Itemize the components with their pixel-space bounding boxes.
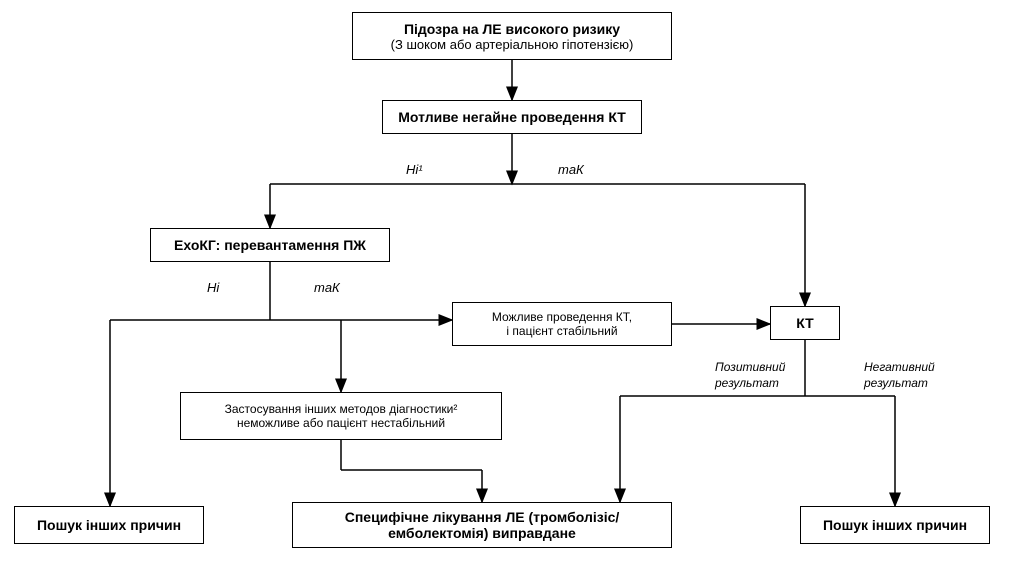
- node-n2-line1: Мотливе негайне проведення КТ: [398, 109, 626, 125]
- node-n4-line2: і пацієнт стабільний: [506, 324, 617, 338]
- node-n4: Можливе проведення КТ,і пацієнт стабільн…: [452, 302, 672, 346]
- node-n1: Підозра на ЛЕ високого ризику(З шоком аб…: [352, 12, 672, 60]
- node-n6: Застосування інших методов діагностики²н…: [180, 392, 502, 440]
- edge-label-l_neg2: результат: [862, 376, 930, 390]
- edge-label-l_ni2: Ні: [205, 280, 221, 295]
- node-n3-line1: ЕхоКГ: перевантамення ПЖ: [174, 237, 366, 253]
- node-n5: КТ: [770, 306, 840, 340]
- node-n4-line1: Можливе проведення КТ,: [492, 310, 632, 324]
- node-n8-line1: Специфічне лікування ЛЕ (тромболізіс/: [345, 509, 620, 525]
- edge-label-l_pos2: результат: [713, 376, 781, 390]
- edge-label-l_pos: Позитивний: [713, 360, 787, 374]
- edge-label-l_tak1: maК: [556, 162, 586, 177]
- node-n5-line1: КТ: [796, 315, 813, 331]
- node-n1-line1: Підозра на ЛЕ високого ризику: [404, 21, 620, 37]
- edge-label-l_ni1: Ні¹: [404, 162, 425, 177]
- node-n9: Пошук інших причин: [800, 506, 990, 544]
- edge-label-l_tak2: maК: [312, 280, 342, 295]
- node-n9-line1: Пошук інших причин: [823, 517, 967, 533]
- node-n7-line1: Пошук інших причин: [37, 517, 181, 533]
- node-n3: ЕхоКГ: перевантамення ПЖ: [150, 228, 390, 262]
- node-n8-line2: емболектомія) виправдане: [388, 525, 576, 541]
- edge-label-l_neg: Негативний: [862, 360, 937, 374]
- node-n2: Мотливе негайне проведення КТ: [382, 100, 642, 134]
- node-n6-line2: неможливе або пацієнт нестабільний: [237, 416, 445, 430]
- node-n6-line1: Застосування інших методов діагностики²: [225, 402, 458, 416]
- node-n7: Пошук інших причин: [14, 506, 204, 544]
- node-n8: Специфічне лікування ЛЕ (тромболізіс/емб…: [292, 502, 672, 548]
- edges-layer: [0, 0, 1024, 578]
- node-n1-line2: (З шоком або артеріальною гіпотензією): [391, 37, 634, 52]
